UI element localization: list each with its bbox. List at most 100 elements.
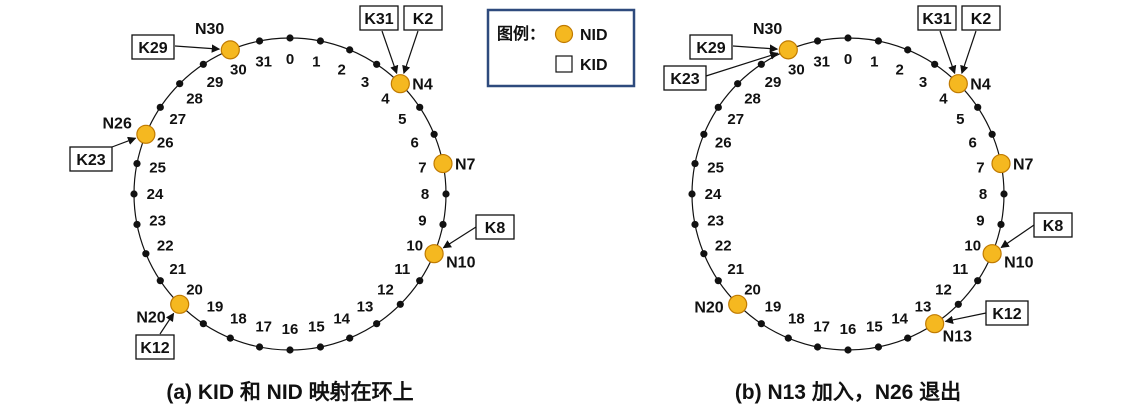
position-label: 18 [788, 311, 805, 328]
caption-b: (b) N13 加入，N26 退出 [735, 381, 961, 404]
key-label: K31 [922, 11, 951, 28]
legend-title: 图例： [497, 24, 545, 43]
key-label: K23 [76, 152, 105, 169]
key-arrow [733, 46, 777, 49]
ring-dot [142, 250, 149, 257]
key-label: K12 [140, 340, 169, 357]
position-label: 20 [744, 281, 761, 298]
node-circle [729, 295, 747, 313]
node-label: N7 [455, 157, 476, 174]
key-arrow [443, 227, 476, 248]
position-label: 6 [969, 134, 977, 151]
position-label: 11 [394, 261, 410, 278]
key-label: K29 [138, 40, 167, 57]
position-label: 8 [421, 186, 429, 203]
position-label: 0 [844, 51, 852, 68]
key-label: K2 [971, 11, 992, 28]
node-label: N10 [446, 255, 475, 272]
position-label: 10 [964, 238, 981, 255]
position-label: 27 [727, 111, 744, 128]
position-label: 6 [411, 134, 419, 151]
ring-dot [700, 131, 707, 138]
ring-dot [997, 221, 1004, 228]
position-label: 11 [952, 261, 968, 278]
position-label: 24 [705, 186, 722, 203]
ring-dot [715, 104, 722, 111]
key-arrow [175, 46, 219, 49]
node-circle [425, 245, 443, 263]
key-layer: K31 K2K8K12K23K29 [664, 6, 1072, 325]
legend-nid-label: NID [580, 27, 608, 44]
caption-a: (a) KID 和 NID 映射在环上 [166, 380, 413, 404]
key-label: K8 [485, 220, 506, 237]
position-label: 14 [891, 311, 908, 328]
ring-dot [734, 80, 741, 87]
node-label: N13 [943, 329, 972, 346]
ring-dot [931, 61, 938, 68]
ring-dot [200, 61, 207, 68]
position-label: 29 [207, 74, 224, 91]
ring-dot [176, 80, 183, 87]
ring-dot [397, 301, 404, 308]
ring-dot [875, 343, 882, 350]
position-label: 21 [727, 261, 744, 278]
position-label: 17 [813, 318, 830, 335]
node-label: N7 [1013, 157, 1034, 174]
position-label: 25 [149, 160, 166, 177]
position-label: 19 [207, 298, 224, 315]
position-label: 23 [707, 212, 724, 229]
position-label: 16 [282, 321, 299, 338]
node-label: N4 [412, 77, 433, 94]
position-label: 10 [406, 238, 423, 255]
node-circle [221, 41, 239, 59]
diagram-a: 0 1 23456789101112131415161718192021222324… [70, 6, 514, 404]
position-label: 14 [333, 311, 350, 328]
ring-dot [286, 34, 293, 41]
ring-dot [955, 301, 962, 308]
key-arrow [962, 31, 976, 73]
position-label: 30 [788, 61, 805, 78]
node-label: N20 [694, 299, 723, 316]
position-label: 16 [840, 321, 857, 338]
position-label: 15 [308, 318, 325, 335]
ring-dot [256, 37, 263, 44]
ring-dot [346, 46, 353, 53]
position-label: 25 [707, 160, 724, 177]
ring-dot [691, 160, 698, 167]
position-label: 13 [357, 298, 374, 315]
node-circle [137, 125, 155, 143]
position-label: 26 [715, 134, 732, 151]
ring-dot [133, 160, 140, 167]
position-label: 29 [765, 74, 782, 91]
ring-dot [974, 277, 981, 284]
position-label: 12 [935, 281, 952, 298]
ring-dot [814, 343, 821, 350]
key-label: K23 [670, 71, 699, 88]
position-label: 3 [919, 74, 927, 91]
node-label: N26 [103, 115, 132, 132]
position-label: 5 [956, 111, 964, 128]
position-label: 12 [377, 281, 394, 298]
ring-dot [442, 190, 449, 197]
ring-dot [715, 277, 722, 284]
ring-dot [373, 320, 380, 327]
legend: 图例： NID KID [488, 10, 634, 86]
ring-dot [758, 320, 765, 327]
key-label: K2 [413, 11, 434, 28]
position-label: 19 [765, 298, 782, 315]
diagram-b: 0 1 23456789101112131415161718192021222324… [664, 6, 1072, 404]
position-label: 15 [866, 318, 883, 335]
key-arrow [940, 31, 955, 73]
position-label: 31 [813, 54, 830, 71]
position-label: 1 [870, 54, 878, 71]
ring-dot [133, 221, 140, 228]
ring-dot [416, 277, 423, 284]
node-circle [434, 155, 452, 173]
position-label: 5 [398, 111, 406, 128]
node-label: N30 [195, 21, 224, 38]
legend-node-icon [556, 26, 573, 43]
position-label: 17 [255, 318, 272, 335]
node-label: N20 [136, 309, 165, 326]
